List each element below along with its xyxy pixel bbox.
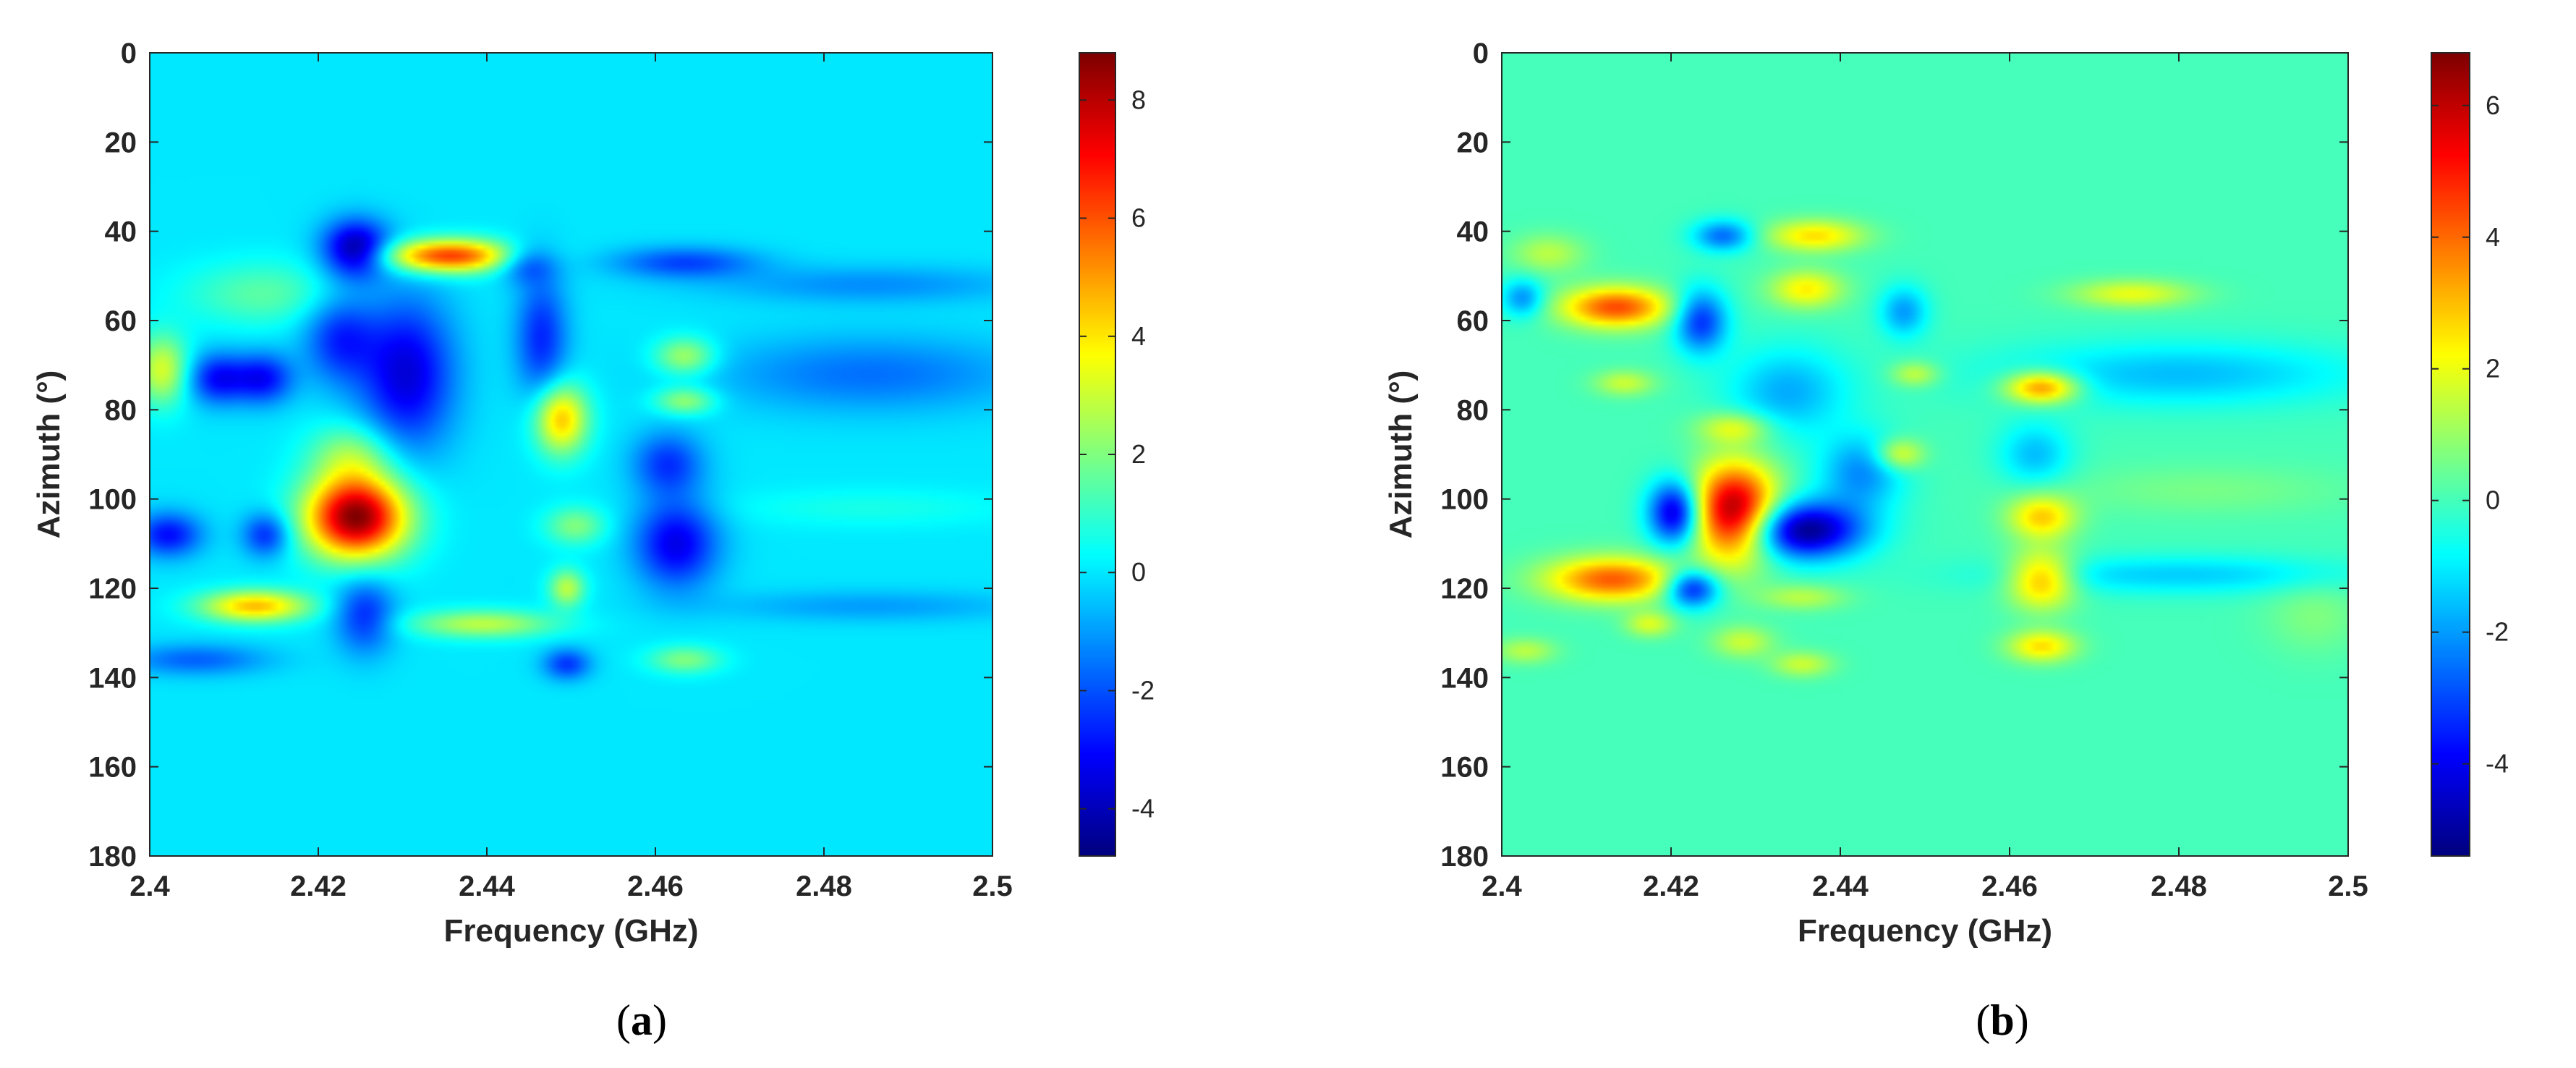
y-axis-label: Azimuth (°) [31,370,67,539]
colorbar-frame [2431,52,2470,857]
colorbar-tick-label: 4 [2486,222,2500,252]
y-tick-label: 20 [1457,127,1489,158]
x-tick-label: 2.5 [972,870,1013,902]
y-tick-label: 0 [1473,38,1489,69]
y-tick-label: 120 [1440,573,1489,605]
y-tick-label: 20 [105,127,137,158]
colorbar-tick-label: 6 [2486,90,2500,120]
x-axis-label: Frequency (GHz) [1798,913,2052,949]
panel-label: (b) [1976,996,2028,1044]
colorbar-tick-label: 2 [2486,354,2500,383]
y-tick-label: 160 [1440,752,1489,784]
x-axis-label: Frequency (GHz) [443,913,698,949]
panel-label-close-paren: ) [2015,996,2029,1044]
y-axis-label: Azimuth (°) [1383,370,1419,539]
y-tick-label: 60 [105,305,137,337]
colorbar-tick-label: 8 [1131,85,1146,114]
y-tick-label: 140 [1440,662,1489,694]
y-tick-label: 180 [88,841,137,873]
y-tick-label: 60 [1457,305,1489,337]
x-tick-label: 2.4 [129,870,170,902]
panel-label-open-paren: ( [616,996,631,1044]
colorbar-tick-label: -2 [1131,675,1155,705]
panel-label: (a) [616,996,667,1044]
heatmap-image [150,53,992,856]
y-tick-label: 40 [1457,216,1489,248]
colorbar [2431,53,2470,856]
y-tick-label: 120 [88,573,137,605]
colorbar-tick-label: 6 [1131,203,1146,233]
y-tick-label: 180 [1440,841,1489,873]
x-tick-label: 2.4 [1482,870,1522,902]
x-tick-label: 2.5 [2328,870,2368,902]
colorbar-tick-label: 0 [1131,557,1146,587]
x-tick-label: 2.44 [1812,870,1869,902]
y-tick-label: 40 [105,216,137,248]
axes-frame [149,52,993,857]
colorbar-tick-label: -2 [2486,617,2509,647]
axes-frame [1501,52,2349,857]
x-tick-label: 2.42 [290,870,347,902]
x-tick-label: 2.42 [1643,870,1699,902]
panel-a: 2.4 2.42 2.44 2.46 2.48 2.5020406080100120140… [31,38,1155,1044]
x-tick-label: 2.48 [2151,870,2207,902]
panel-letter: b [1990,996,2014,1044]
y-tick-label: 100 [1440,484,1489,516]
heatmap-image [1502,53,2348,856]
panel-label-close-paren: ) [652,996,667,1044]
colorbar-tick-label: 0 [2486,486,2500,515]
colorbar-tick-label: 2 [1131,439,1146,469]
colorbar-tick-label: 4 [1131,321,1146,351]
panel-letter: a [631,996,652,1044]
y-tick-label: 0 [121,38,137,69]
y-tick-label: 100 [88,484,137,516]
x-tick-label: 2.46 [627,870,684,902]
x-tick-label: 2.48 [796,870,852,902]
x-tick-label: 2.46 [1981,870,2038,902]
panel-label-open-paren: ( [1976,996,1990,1044]
y-tick-label: 140 [88,662,137,694]
y-tick-label: 80 [1457,394,1489,426]
y-tick-label: 160 [88,752,137,784]
panel-b: 2.4 2.42 2.44 2.46 2.48 2.5020406080100120140… [1383,38,2509,1044]
x-tick-label: 2.44 [459,870,516,902]
y-tick-label: 80 [105,394,137,426]
colorbar-tick-label: -4 [1131,794,1155,823]
colorbar-tick-label: -4 [2486,749,2509,779]
